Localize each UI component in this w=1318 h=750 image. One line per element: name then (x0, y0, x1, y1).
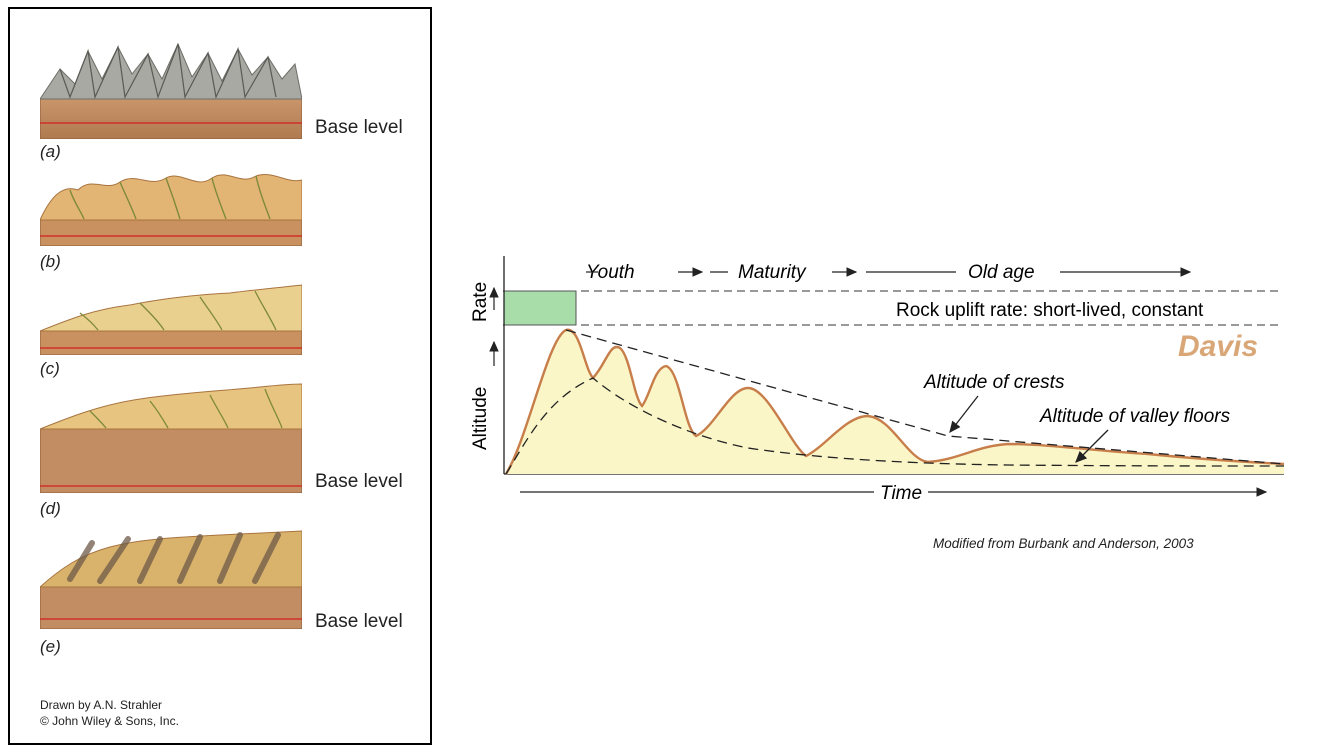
altitude-axis-label: Altitude (470, 387, 491, 450)
crests-annotation: Altitude of crests (923, 372, 1065, 393)
stage-letter-e: (e) (40, 637, 61, 656)
stage-letter-d: (d) (40, 499, 61, 518)
landform-block-a (40, 42, 302, 139)
landform-block-c (40, 284, 302, 355)
base-level-label-a: Base level (315, 117, 403, 138)
davis-cycle-diagram: Youth Maturity Old age Rock uplift rate:… (470, 256, 1285, 504)
stage-label-youth: Youth (586, 262, 635, 283)
stage-label-maturity: Maturity (738, 262, 807, 283)
crest-envelope-line (565, 329, 1285, 465)
stage-letter-c: (c) (40, 359, 60, 378)
source-citation: Modified from Burbank and Anderson, 2003 (933, 536, 1194, 551)
davis-model-label: Davis (1178, 330, 1258, 363)
valleys-annotation: Altitude of valley floors (1039, 406, 1231, 427)
uplift-rate-box (503, 290, 577, 326)
base-level-label-d: Base level (315, 471, 403, 492)
landform-block-e (40, 530, 302, 629)
base-level-label-e: Base level (315, 611, 403, 632)
time-axis-label: Time (880, 483, 922, 504)
landform-stages-panel: Base level (a) (b) (c) Base level (d) Ba… (8, 7, 432, 745)
landform-block-d (40, 383, 302, 493)
rate-axis-label: Rate (470, 282, 491, 322)
stage-letter-a: (a) (40, 142, 61, 161)
uplift-rate-label: Rock uplift rate: short-lived, constant (896, 300, 1204, 321)
altitude-curve-fill (506, 329, 1284, 474)
valley-envelope-line (505, 377, 1285, 475)
stage-label-old-age: Old age (968, 262, 1035, 283)
landform-block-b (40, 174, 302, 246)
credit-line-2: © John Wiley & Sons, Inc. (40, 714, 179, 728)
credit-line-1: Drawn by A.N. Strahler (40, 698, 163, 712)
stage-letter-b: (b) (40, 252, 61, 271)
valleys-pointer (1075, 429, 1109, 463)
crests-pointer (949, 395, 979, 434)
